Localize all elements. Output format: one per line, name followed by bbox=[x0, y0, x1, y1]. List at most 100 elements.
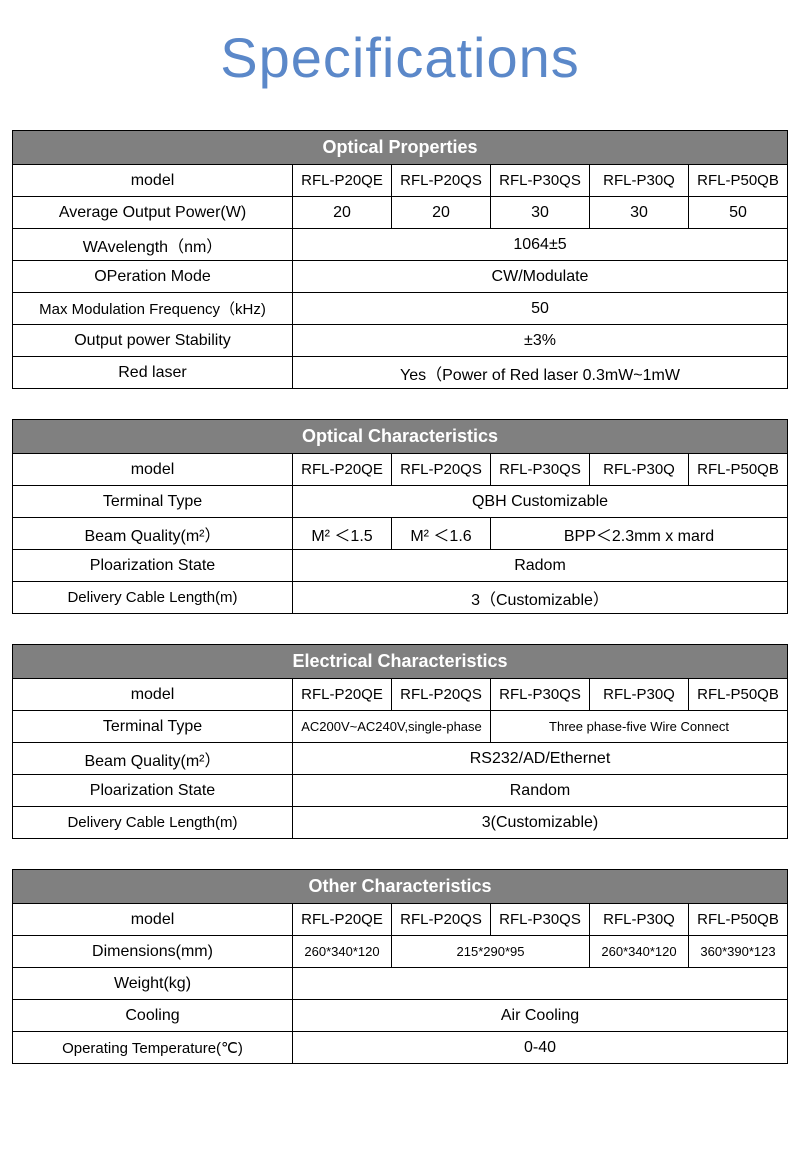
table-row: Red laser Yes（Power of Red laser 0.3mW~1… bbox=[13, 357, 788, 389]
row-label: Operating Temperature(℃) bbox=[13, 1032, 293, 1064]
cell: RFL-P30QS bbox=[491, 454, 590, 486]
cell: 50 bbox=[293, 293, 788, 325]
row-label: Beam Quality(m²） bbox=[13, 743, 293, 775]
table-optical-characteristics: Optical Characteristics model RFL-P20QE … bbox=[12, 419, 788, 614]
cell: RFL-P20QE bbox=[293, 454, 392, 486]
cell: RFL-P30QS bbox=[491, 165, 590, 197]
page-title: Specifications bbox=[0, 0, 800, 130]
cell: RFL-P20QE bbox=[293, 165, 392, 197]
table-row: model RFL-P20QE RFL-P20QS RFL-P30QS RFL-… bbox=[13, 454, 788, 486]
table-row: Terminal Type AC200V~AC240V,single-phase… bbox=[13, 711, 788, 743]
cell: RFL-P50QB bbox=[689, 165, 788, 197]
table-row: model RFL-P20QE RFL-P20QS RFL-P30QS RFL-… bbox=[13, 165, 788, 197]
section-optical-properties: Optical Properties model RFL-P20QE RFL-P… bbox=[12, 130, 788, 389]
cell: RFL-P30QS bbox=[491, 679, 590, 711]
cell: 20 bbox=[293, 197, 392, 229]
table-row: Output power Stability ±3% bbox=[13, 325, 788, 357]
row-label: Weight(kg) bbox=[13, 968, 293, 1000]
cell: RFL-P20QE bbox=[293, 904, 392, 936]
table-header: Other Characteristics bbox=[13, 870, 788, 904]
cell: RFL-P20QE bbox=[293, 679, 392, 711]
cell: Air Cooling bbox=[293, 1000, 788, 1032]
row-label: Delivery Cable Length(m) bbox=[13, 582, 293, 614]
cell: RS232/AD/Ethernet bbox=[293, 743, 788, 775]
cell: 30 bbox=[590, 197, 689, 229]
table-row: Max Modulation Frequency（kHz) 50 bbox=[13, 293, 788, 325]
table-row: Ploarization State Radom bbox=[13, 550, 788, 582]
cell: Three phase-five Wire Connect bbox=[491, 711, 788, 743]
table-header: Optical Characteristics bbox=[13, 420, 788, 454]
table-electrical-characteristics: Electrical Characteristics model RFL-P20… bbox=[12, 644, 788, 839]
table-row: model RFL-P20QE RFL-P20QS RFL-P30QS RFL-… bbox=[13, 904, 788, 936]
table-row: Weight(kg) bbox=[13, 968, 788, 1000]
row-label: OPeration Mode bbox=[13, 261, 293, 293]
row-label: model bbox=[13, 679, 293, 711]
table-row: model RFL-P20QE RFL-P20QS RFL-P30QS RFL-… bbox=[13, 679, 788, 711]
table-row: Terminal Type QBH Customizable bbox=[13, 486, 788, 518]
table-row: OPeration Mode CW/Modulate bbox=[13, 261, 788, 293]
cell: Random bbox=[293, 775, 788, 807]
cell: BPP＜2.3mm x mard bbox=[491, 518, 788, 550]
cell: RFL-P30Q bbox=[590, 679, 689, 711]
row-label: Terminal Type bbox=[13, 486, 293, 518]
row-label: Ploarization State bbox=[13, 550, 293, 582]
table-row: Operating Temperature(℃) 0-40 bbox=[13, 1032, 788, 1064]
cell: QBH Customizable bbox=[293, 486, 788, 518]
table-row: Delivery Cable Length(m) 3（Customizable） bbox=[13, 582, 788, 614]
cell: M² ＜1.6 bbox=[392, 518, 491, 550]
table-row: Delivery Cable Length(m) 3(Customizable) bbox=[13, 807, 788, 839]
table-header: Optical Properties bbox=[13, 131, 788, 165]
cell: CW/Modulate bbox=[293, 261, 788, 293]
section-optical-characteristics: Optical Characteristics model RFL-P20QE … bbox=[12, 419, 788, 614]
cell: 3（Customizable） bbox=[293, 582, 788, 614]
row-label: Cooling bbox=[13, 1000, 293, 1032]
row-label: Dimensions(mm) bbox=[13, 936, 293, 968]
table-other-characteristics: Other Characteristics model RFL-P20QE RF… bbox=[12, 869, 788, 1064]
table-row: Cooling Air Cooling bbox=[13, 1000, 788, 1032]
table-row: Average Output Power(W) 20 20 30 30 50 bbox=[13, 197, 788, 229]
cell: RFL-P50QB bbox=[689, 904, 788, 936]
cell: 215*290*95 bbox=[392, 936, 590, 968]
section-electrical-characteristics: Electrical Characteristics model RFL-P20… bbox=[12, 644, 788, 839]
cell: 260*340*120 bbox=[293, 936, 392, 968]
row-label: model bbox=[13, 165, 293, 197]
cell: 0-40 bbox=[293, 1032, 788, 1064]
row-label: Output power Stability bbox=[13, 325, 293, 357]
cell: RFL-P30Q bbox=[590, 454, 689, 486]
row-label: Delivery Cable Length(m) bbox=[13, 807, 293, 839]
cell bbox=[293, 968, 788, 1000]
cell: 30 bbox=[491, 197, 590, 229]
cell: RFL-P20QS bbox=[392, 165, 491, 197]
cell: 50 bbox=[689, 197, 788, 229]
row-label: model bbox=[13, 904, 293, 936]
cell: Yes（Power of Red laser 0.3mW~1mW bbox=[293, 357, 788, 389]
row-label: Ploarization State bbox=[13, 775, 293, 807]
cell: RFL-P20QS bbox=[392, 454, 491, 486]
table-row: Beam Quality(m²） M² ＜1.5 M² ＜1.6 BPP＜2.3… bbox=[13, 518, 788, 550]
cell: ±3% bbox=[293, 325, 788, 357]
cell: 3(Customizable) bbox=[293, 807, 788, 839]
row-label: WAvelength（nm） bbox=[13, 229, 293, 261]
row-label: Red laser bbox=[13, 357, 293, 389]
table-header: Electrical Characteristics bbox=[13, 645, 788, 679]
row-label: Beam Quality(m²） bbox=[13, 518, 293, 550]
row-label: Terminal Type bbox=[13, 711, 293, 743]
row-label: Max Modulation Frequency（kHz) bbox=[13, 293, 293, 325]
row-label: Average Output Power(W) bbox=[13, 197, 293, 229]
cell: 20 bbox=[392, 197, 491, 229]
table-row: Dimensions(mm) 260*340*120 215*290*95 26… bbox=[13, 936, 788, 968]
cell: RFL-P20QS bbox=[392, 904, 491, 936]
cell: M² ＜1.5 bbox=[293, 518, 392, 550]
cell: RFL-P20QS bbox=[392, 679, 491, 711]
cell: 1064±5 bbox=[293, 229, 788, 261]
cell: AC200V~AC240V,single-phase bbox=[293, 711, 491, 743]
cell: 360*390*123 bbox=[689, 936, 788, 968]
cell: RFL-P50QB bbox=[689, 454, 788, 486]
cell: RFL-P30Q bbox=[590, 904, 689, 936]
cell: 260*340*120 bbox=[590, 936, 689, 968]
table-row: Ploarization State Random bbox=[13, 775, 788, 807]
cell: RFL-P50QB bbox=[689, 679, 788, 711]
cell: RFL-P30QS bbox=[491, 904, 590, 936]
row-label: model bbox=[13, 454, 293, 486]
cell: Radom bbox=[293, 550, 788, 582]
